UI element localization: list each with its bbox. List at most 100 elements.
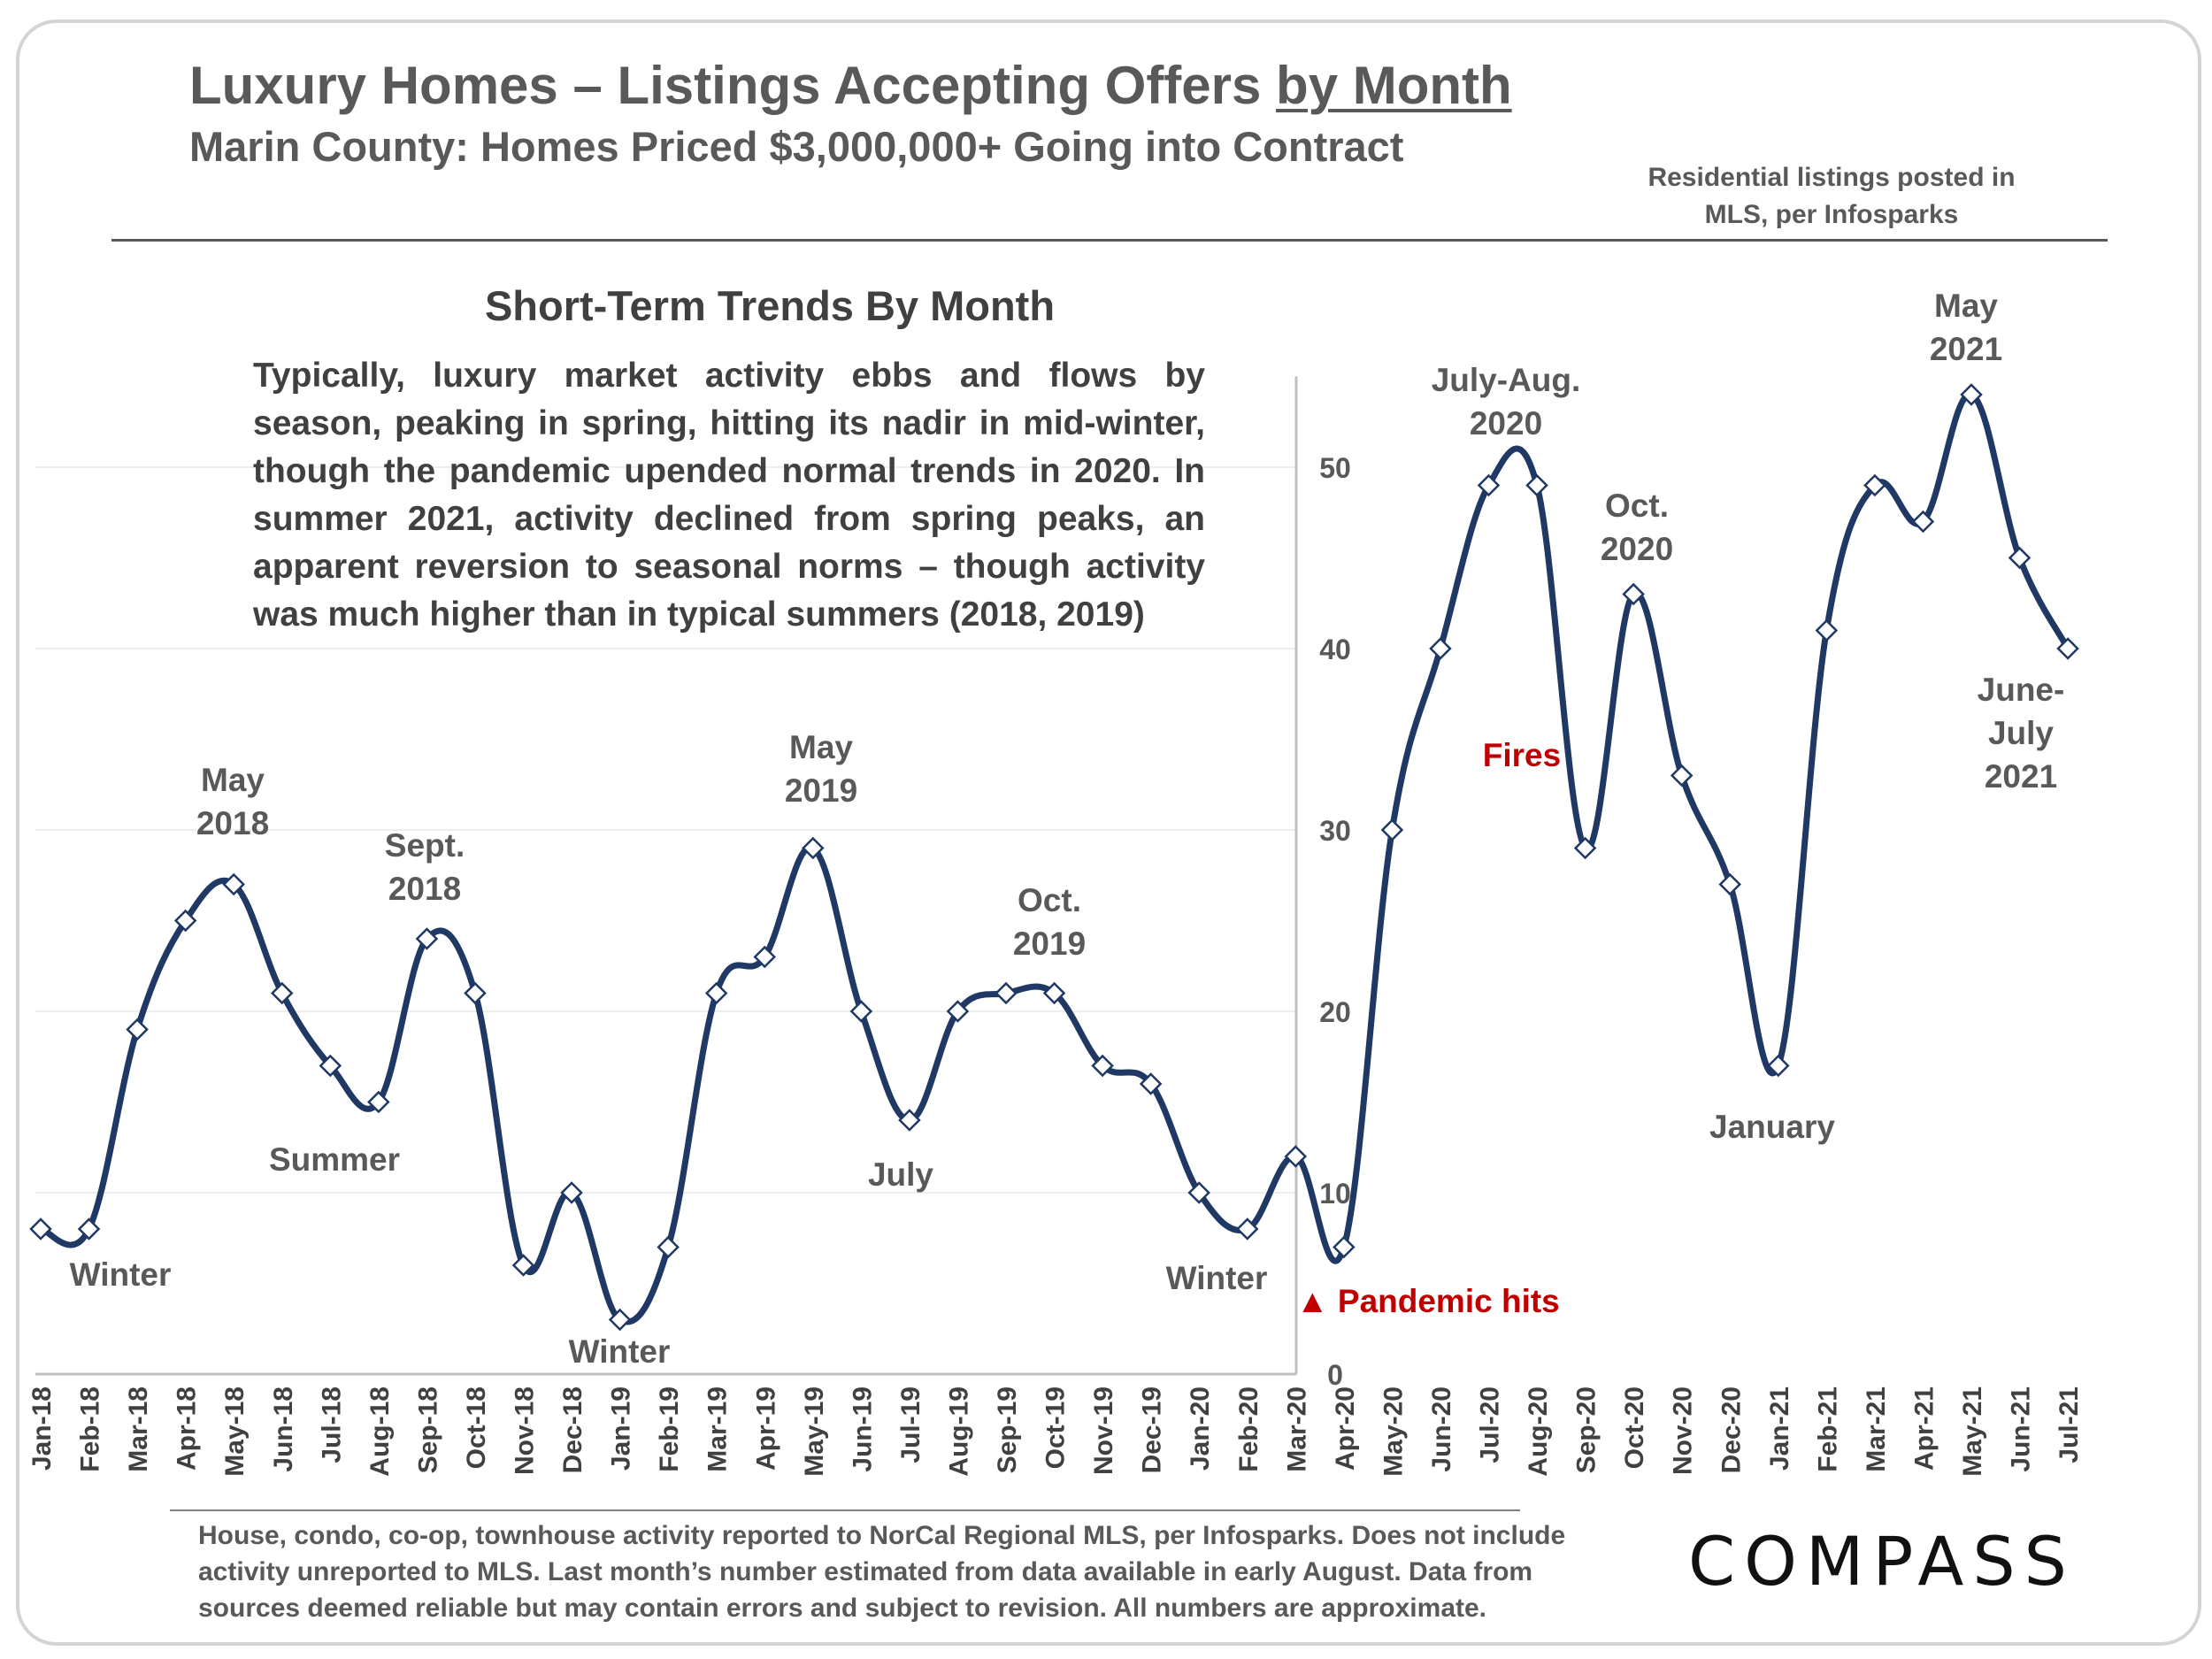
data-point bbox=[704, 981, 728, 1005]
data-point bbox=[173, 909, 197, 933]
x-tick-label: Jan-19 bbox=[607, 1386, 636, 1471]
data-point bbox=[319, 1054, 342, 1078]
annotation-label: Oct. 2019 bbox=[1013, 882, 1086, 962]
data-point bbox=[415, 927, 439, 950]
x-tick-label: Sep-20 bbox=[1572, 1386, 1601, 1473]
x-tick-label: Aug-18 bbox=[365, 1386, 395, 1477]
data-point bbox=[126, 1018, 149, 1041]
data-point bbox=[511, 1254, 535, 1277]
data-point bbox=[995, 981, 1018, 1005]
x-tick-label: Apr-18 bbox=[173, 1386, 202, 1471]
data-point bbox=[1284, 1145, 1308, 1168]
chart-title: Luxury Homes – Listings Accepting Offers… bbox=[189, 55, 1512, 116]
y-tick-label: 0 bbox=[1327, 1359, 1343, 1391]
x-tick-label: May-19 bbox=[800, 1386, 829, 1477]
chart-title-underlined: by Month bbox=[1276, 56, 1512, 115]
x-tick-label: Apr-21 bbox=[1909, 1386, 1939, 1471]
trends-title: Short-Term Trends By Month bbox=[484, 282, 1056, 329]
data-point bbox=[222, 872, 245, 896]
source-line-2: MLS, per Infosparks bbox=[1704, 200, 1959, 229]
data-point bbox=[946, 1000, 970, 1023]
annotation-label: Winter bbox=[569, 1333, 671, 1370]
data-point bbox=[1911, 510, 1935, 534]
x-tick-label: Feb-19 bbox=[655, 1386, 684, 1472]
trends-body: Typically, luxury market activity ebbs a… bbox=[253, 357, 1205, 634]
x-tick-label: Feb-18 bbox=[76, 1386, 105, 1472]
data-point bbox=[1525, 473, 1548, 497]
header-divider bbox=[111, 239, 2108, 242]
x-tick-label: Sep-19 bbox=[993, 1386, 1022, 1473]
annotation-label: Sept. 2018 bbox=[385, 827, 465, 907]
y-tick-label: 40 bbox=[1319, 634, 1351, 665]
data-point bbox=[367, 1090, 390, 1114]
x-tick-label: Jun-18 bbox=[269, 1386, 298, 1472]
x-tick-label: Jul-19 bbox=[896, 1386, 926, 1463]
x-tick-label: Jul-18 bbox=[317, 1386, 346, 1463]
data-point bbox=[77, 1217, 101, 1240]
data-point bbox=[1091, 1054, 1114, 1078]
x-tick-label: Apr-20 bbox=[1331, 1386, 1360, 1471]
data-point bbox=[1815, 618, 1839, 642]
source-note: Residential listings posted in MLS, per … bbox=[1628, 159, 2035, 234]
data-point bbox=[898, 1109, 921, 1132]
y-tick-label: 20 bbox=[1319, 996, 1351, 1028]
data-point bbox=[1333, 1235, 1356, 1259]
x-tick-label: Sep-18 bbox=[413, 1386, 442, 1473]
data-point bbox=[560, 1181, 583, 1204]
source-line-1: Residential listings posted in bbox=[1647, 163, 2016, 192]
annotation-label: Winter bbox=[1166, 1260, 1268, 1296]
footer-divider bbox=[170, 1509, 1520, 1511]
chart-title-main: Luxury Homes – Listings Accepting Offers bbox=[189, 56, 1277, 115]
data-point bbox=[1380, 818, 1404, 841]
x-tick-label: Jun-21 bbox=[2007, 1386, 2036, 1472]
data-point bbox=[1139, 1072, 1163, 1095]
x-tick-label: Nov-20 bbox=[1669, 1386, 1698, 1475]
annotation-label: January bbox=[1709, 1109, 1835, 1145]
x-tick-label: Aug-19 bbox=[944, 1386, 973, 1477]
data-point bbox=[1235, 1217, 1259, 1240]
data-point bbox=[1960, 383, 1983, 406]
x-tick-label: Jan-21 bbox=[1765, 1386, 1794, 1471]
annotation-label: Oct. 2020 bbox=[1601, 488, 1673, 567]
footnote-line-1: House, condo, co-op, townhouse activity … bbox=[198, 1521, 1566, 1550]
annotation-label: May 2019 bbox=[785, 729, 857, 809]
annotation-label: Summer bbox=[269, 1141, 400, 1178]
x-tick-label: Feb-21 bbox=[1813, 1386, 1842, 1472]
x-tick-label: Dec-19 bbox=[1138, 1386, 1167, 1473]
data-point bbox=[1477, 473, 1501, 497]
x-tick-label: Feb-20 bbox=[1234, 1386, 1263, 1472]
x-tick-label: Mar-21 bbox=[1862, 1386, 1891, 1472]
y-tick-label: 10 bbox=[1319, 1178, 1351, 1210]
data-point bbox=[1429, 637, 1452, 660]
x-tick-label: Jul-20 bbox=[1476, 1386, 1505, 1463]
x-tick-label: Nov-18 bbox=[511, 1386, 540, 1475]
x-tick-label: Aug-20 bbox=[1524, 1386, 1553, 1477]
data-point bbox=[464, 981, 487, 1005]
data-point bbox=[1573, 836, 1597, 860]
x-tick-label: Jan-20 bbox=[1186, 1386, 1215, 1471]
annotation-label: July-Aug. 2020 bbox=[1432, 362, 1581, 442]
x-tick-label: Jan-18 bbox=[27, 1386, 57, 1471]
data-point bbox=[2008, 546, 2032, 570]
x-tick-label: Apr-19 bbox=[751, 1386, 780, 1471]
x-tick-label: Mar-20 bbox=[1282, 1386, 1311, 1472]
data-point bbox=[608, 1308, 632, 1332]
y-tick-label: 30 bbox=[1319, 815, 1351, 847]
data-point bbox=[1187, 1181, 1210, 1204]
data-point bbox=[1718, 872, 1742, 896]
annotation-label: ▲ Pandemic hits bbox=[1296, 1283, 1560, 1319]
data-point bbox=[802, 836, 825, 860]
x-tick-label: Mar-18 bbox=[124, 1386, 153, 1472]
footnote-line-3: sources deemed reliable but may contain … bbox=[198, 1594, 1487, 1623]
data-point bbox=[1863, 473, 1886, 497]
y-tick-label: 50 bbox=[1319, 452, 1351, 484]
annotation-label: Fires bbox=[1483, 737, 1561, 773]
x-tick-label: May-20 bbox=[1379, 1386, 1408, 1477]
chart-subtitle: Marin County: Homes Priced $3,000,000+ G… bbox=[189, 123, 1404, 170]
x-tick-label: Oct-20 bbox=[1620, 1386, 1649, 1469]
series-line bbox=[37, 391, 2071, 1325]
data-point bbox=[1622, 582, 1645, 606]
x-tick-label: Oct-19 bbox=[1041, 1386, 1071, 1469]
footnote: House, condo, co-op, townhouse activity … bbox=[198, 1517, 1649, 1626]
